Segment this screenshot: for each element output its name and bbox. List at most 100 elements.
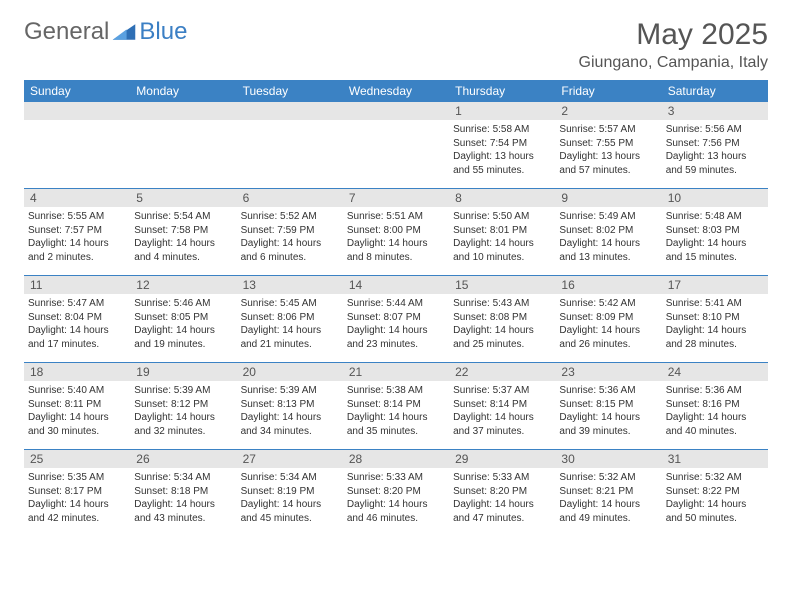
day-cell: 7Sunrise: 5:51 AMSunset: 8:00 PMDaylight…	[343, 189, 449, 275]
sunset-text: Sunset: 7:56 PM	[666, 137, 764, 151]
day-number: 28	[343, 450, 449, 468]
day-body: Sunrise: 5:55 AMSunset: 7:57 PMDaylight:…	[24, 207, 130, 270]
day-cell: 3Sunrise: 5:56 AMSunset: 7:56 PMDaylight…	[662, 102, 768, 188]
sunrise-text: Sunrise: 5:34 AM	[241, 471, 339, 485]
daylight-text: Daylight: 13 hours and 57 minutes.	[559, 150, 657, 177]
day-number: 30	[555, 450, 661, 468]
daylight-text: Daylight: 14 hours and 21 minutes.	[241, 324, 339, 351]
day-cell: 25Sunrise: 5:35 AMSunset: 8:17 PMDayligh…	[24, 450, 130, 536]
sunset-text: Sunset: 8:22 PM	[666, 485, 764, 499]
day-body: Sunrise: 5:54 AMSunset: 7:58 PMDaylight:…	[130, 207, 236, 270]
daylight-text: Daylight: 14 hours and 46 minutes.	[347, 498, 445, 525]
sunrise-text: Sunrise: 5:35 AM	[28, 471, 126, 485]
day-cell: 6Sunrise: 5:52 AMSunset: 7:59 PMDaylight…	[237, 189, 343, 275]
sunset-text: Sunset: 8:11 PM	[28, 398, 126, 412]
sunset-text: Sunset: 8:02 PM	[559, 224, 657, 238]
day-body	[24, 120, 130, 129]
week-row: 18 Sunrise: 5:40 AMSunset: 8:11 PM Dayligh…	[24, 363, 768, 450]
day-body: Sunrise: 5:48 AMSunset: 8:03 PMDaylight:…	[662, 207, 768, 270]
sunrise-text: Sunrise: 5:47 AM	[28, 297, 126, 311]
day-cell: 26Sunrise: 5:34 AMSunset: 8:18 PMDayligh…	[130, 450, 236, 536]
day-cell: 15Sunrise: 5:43 AMSunset: 8:08 PMDayligh…	[449, 276, 555, 362]
sunrise-text: Sunrise: 5:49 AM	[559, 210, 657, 224]
day-cell: 20Sunrise: 5:39 AMSunset: 8:13 PMDayligh…	[237, 363, 343, 449]
daylight-text: Daylight: 14 hours and 10 minutes.	[453, 237, 551, 264]
month-title: May 2025	[579, 18, 768, 52]
sunrise-text: Sunrise: 5:34 AM	[134, 471, 232, 485]
day-body: Sunrise: 5:43 AMSunset: 8:08 PMDaylight:…	[449, 294, 555, 357]
sunset-text: Sunset: 7:54 PM	[453, 137, 551, 151]
day-body: Sunrise: 5:34 AMSunset: 8:19 PMDaylight:…	[237, 468, 343, 531]
sunrise-text: Sunrise: 5:37 AM	[453, 384, 551, 398]
sunrise-text: Sunrise: 5:45 AM	[241, 297, 339, 311]
daylight-text: Daylight: 14 hours and 17 minutes.	[28, 324, 126, 351]
daylight-text: Daylight: 13 hours and 55 minutes.	[453, 150, 551, 177]
day-number: 12	[130, 276, 236, 294]
sunset-text: Sunset: 7:59 PM	[241, 224, 339, 238]
day-number: 22	[449, 363, 555, 381]
day-body: Sunrise: 5:39 AMSunset: 8:12 PMDaylight:…	[130, 381, 236, 444]
day-body: Sunrise: 5:32 AMSunset: 8:22 PMDaylight:…	[662, 468, 768, 531]
logo-triangle-icon	[111, 22, 137, 42]
daylight-text: Daylight: 14 hours and 42 minutes.	[28, 498, 126, 525]
sunrise-text: Sunrise: 5:40 AM	[28, 384, 126, 398]
sunset-text: Sunset: 8:04 PM	[28, 311, 126, 325]
sunrise-text: Sunrise: 5:39 AM	[241, 384, 339, 398]
day-number: 15	[449, 276, 555, 294]
day-cell: 4Sunrise: 5:55 AMSunset: 7:57 PMDaylight…	[24, 189, 130, 275]
sunrise-text: Sunrise: 5:38 AM	[347, 384, 445, 398]
day-cell: 11Sunrise: 5:47 AMSunset: 8:04 PMDayligh…	[24, 276, 130, 362]
day-number: 10	[662, 189, 768, 207]
day-number: 7	[343, 189, 449, 207]
week-row: 11Sunrise: 5:47 AMSunset: 8:04 PMDayligh…	[24, 276, 768, 363]
sunrise-text: Sunrise: 5:48 AM	[666, 210, 764, 224]
day-number: 4	[24, 189, 130, 207]
day-body: Sunrise: 5:45 AMSunset: 8:06 PMDaylight:…	[237, 294, 343, 357]
sunset-text: Sunset: 7:57 PM	[28, 224, 126, 238]
day-number: 2	[555, 102, 661, 120]
day-number	[24, 102, 130, 120]
sunset-text: Sunset: 8:07 PM	[347, 311, 445, 325]
sunrise-text: Sunrise: 5:39 AM	[134, 384, 232, 398]
day-number: 29	[449, 450, 555, 468]
day-number: 31	[662, 450, 768, 468]
dow-sunday: Sunday	[24, 80, 130, 102]
weeks-container: 1Sunrise: 5:58 AMSunset: 7:54 PMDaylight…	[24, 102, 768, 536]
daylight-text: Daylight: 14 hours and 2 minutes.	[28, 237, 126, 264]
sunset-text: Sunset: 8:01 PM	[453, 224, 551, 238]
sunrise-text: Sunrise: 5:55 AM	[28, 210, 126, 224]
daylight-text: Daylight: 14 hours and 6 minutes.	[241, 237, 339, 264]
day-cell: 22Sunrise: 5:37 AMSunset: 8:14 PMDayligh…	[449, 363, 555, 449]
day-cell: 23Sunrise: 5:36 AMSunset: 8:15 PMDayligh…	[555, 363, 661, 449]
day-body: Sunrise: 5:36 AMSunset: 8:16 PMDaylight:…	[662, 381, 768, 444]
day-body: Sunrise: 5:56 AMSunset: 7:56 PMDaylight:…	[662, 120, 768, 183]
day-number: 13	[237, 276, 343, 294]
daylight-text: Daylight: 14 hours and 34 minutes.	[241, 411, 339, 438]
sunrise-text: Sunrise: 5:44 AM	[347, 297, 445, 311]
day-cell	[130, 102, 236, 188]
location-label: Giungano, Campania, Italy	[579, 54, 768, 72]
day-cell: 13Sunrise: 5:45 AMSunset: 8:06 PMDayligh…	[237, 276, 343, 362]
day-number	[343, 102, 449, 120]
day-cell: 29Sunrise: 5:33 AMSunset: 8:20 PMDayligh…	[449, 450, 555, 536]
day-number: 27	[237, 450, 343, 468]
day-number: 18	[24, 363, 130, 381]
dow-row: Sunday Monday Tuesday Wednesday Thursday…	[24, 80, 768, 102]
sunrise-text: Sunrise: 5:42 AM	[559, 297, 657, 311]
daylight-text: Daylight: 13 hours and 59 minutes.	[666, 150, 764, 177]
day-number: 3	[662, 102, 768, 120]
sunset-text: Sunset: 8:20 PM	[453, 485, 551, 499]
day-cell: 12Sunrise: 5:46 AMSunset: 8:05 PMDayligh…	[130, 276, 236, 362]
day-number: 21	[343, 363, 449, 381]
daylight-text: Daylight: 14 hours and 39 minutes.	[559, 411, 657, 438]
day-cell: 18Sunrise: 5:40 AMSunset: 8:11 PMDayligh…	[24, 363, 130, 449]
logo-text-2: Blue	[139, 18, 187, 46]
sunrise-text: Sunrise: 5:56 AM	[666, 123, 764, 137]
sunrise-text: Sunrise: 5:46 AM	[134, 297, 232, 311]
sunset-text: Sunset: 8:20 PM	[347, 485, 445, 499]
sunset-text: Sunset: 8:06 PM	[241, 311, 339, 325]
day-number	[130, 102, 236, 120]
day-body: Sunrise: 5:52 AMSunset: 7:59 PMDaylight:…	[237, 207, 343, 270]
sunrise-text: Sunrise: 5:33 AM	[453, 471, 551, 485]
sunset-text: Sunset: 8:18 PM	[134, 485, 232, 499]
